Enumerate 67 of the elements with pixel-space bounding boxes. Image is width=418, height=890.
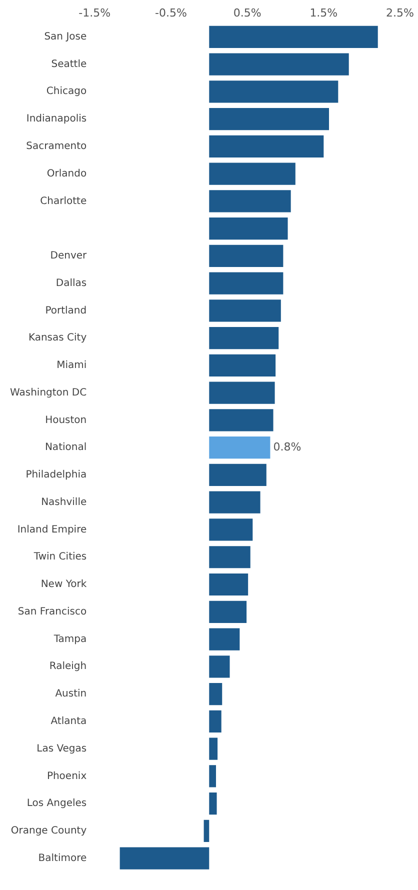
y-tick-label: Washington DC [10, 387, 87, 398]
bar [209, 272, 284, 294]
bar [209, 518, 253, 541]
y-tick-label: Miami [56, 360, 87, 372]
bar [209, 682, 222, 706]
bar [209, 792, 217, 815]
y-tick-label: Austin [55, 688, 87, 700]
bar [209, 354, 276, 377]
bar [209, 765, 216, 788]
y-tick-label: Baltimore [38, 852, 87, 864]
y-tick-label: Charlotte [40, 196, 87, 207]
y-tick-label: San Francisco [18, 606, 87, 618]
y-tick-label: Twin Cities [32, 552, 87, 563]
y-tick-label: Inland Empire [17, 524, 87, 536]
y-tick-label: Portland [45, 305, 87, 316]
y-tick-label: National [44, 442, 87, 454]
y-tick-label: Tampa [52, 634, 87, 645]
data-label: 0.8% [273, 440, 302, 454]
y-tick-label: Chicago [46, 86, 87, 98]
bar [209, 327, 279, 350]
y-tick-label: New York [40, 579, 87, 590]
x-tick-label: 2.5% [386, 6, 414, 20]
bar [209, 382, 275, 404]
y-tick-label: Raleigh [49, 661, 87, 672]
bar [209, 491, 260, 514]
bar [209, 26, 378, 48]
y-tick-label: San Jose [44, 31, 87, 42]
bar [209, 409, 274, 432]
y-tick-label: Atlanta [50, 716, 87, 727]
bar [209, 218, 288, 240]
x-tick-label: -0.5% [155, 6, 187, 20]
y-tick-label: Indianapolis [26, 114, 87, 125]
bar [209, 80, 338, 103]
y-tick-label: Denver [50, 250, 88, 262]
bar [209, 573, 248, 596]
bar [204, 820, 210, 842]
y-tick-label: Seattle [51, 58, 87, 70]
bar [120, 847, 210, 870]
bar [209, 600, 247, 623]
bar [209, 656, 230, 678]
y-tick-label: Dallas [56, 278, 87, 289]
y-tick-label: Los Angeles [26, 798, 87, 810]
bar [209, 135, 324, 158]
y-tick-label: Sacramento [26, 141, 87, 152]
bar [209, 53, 349, 76]
x-tick-label: 1.5% [310, 6, 338, 20]
y-tick-label: Houston [45, 414, 87, 426]
bar [209, 162, 296, 185]
bar [209, 244, 284, 267]
y-tick-label: Orlando [46, 168, 87, 180]
bar [209, 190, 291, 212]
y-tick-label: Orange County [10, 826, 87, 837]
bar [209, 464, 266, 486]
y-tick-label: Philadelphia [26, 470, 87, 481]
bar [209, 738, 218, 760]
y-tick-label: Phoenix [46, 770, 87, 782]
bar [209, 710, 222, 732]
x-tick-label: 0.5% [233, 6, 262, 20]
bar [209, 436, 270, 459]
y-tick-label: Nashville [41, 496, 87, 508]
bar [209, 546, 250, 568]
bar [209, 108, 329, 130]
y-tick-label: Las Vegas [36, 743, 87, 754]
x-tick-label: -1.5% [78, 6, 111, 20]
bar [209, 300, 281, 322]
bar [209, 628, 240, 650]
y-tick-label: Kansas City [28, 332, 87, 344]
